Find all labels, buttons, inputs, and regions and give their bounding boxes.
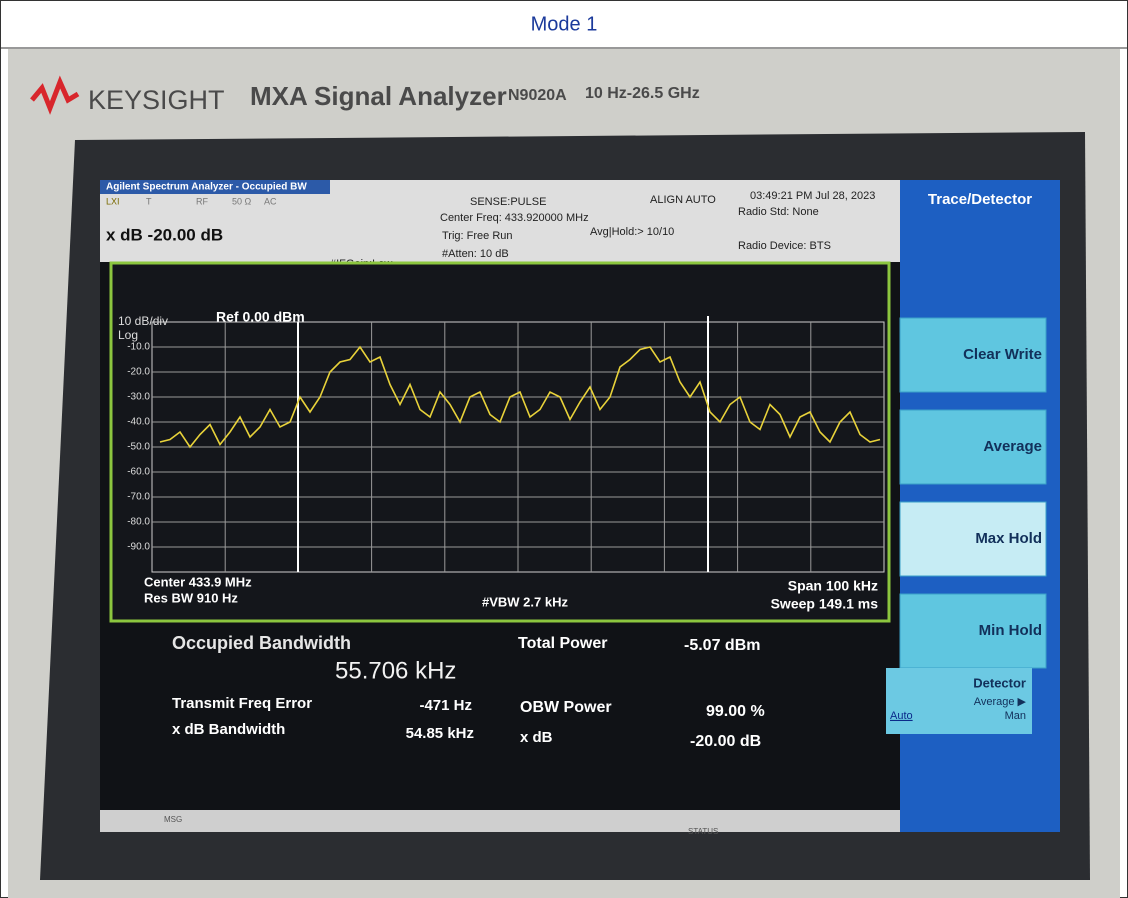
- detector-auto[interactable]: Auto: [890, 710, 913, 722]
- freq-error: -471 Hz: [419, 697, 472, 714]
- y-tick-label: -70.0: [127, 492, 150, 503]
- softkey-label[interactable]: Average: [983, 438, 1042, 455]
- y-tick-label: -30.0: [127, 392, 150, 403]
- freq-error-label: Transmit Freq Error: [172, 695, 312, 712]
- xdb-label: x dB: [520, 729, 553, 746]
- y-tick-label: -80.0: [127, 517, 150, 528]
- center-freq: Center Freq: 433.920000 MHz: [440, 212, 589, 224]
- message-bar: [100, 810, 900, 832]
- scale: 10 dB/div: [118, 314, 168, 328]
- page: Mode 1 KEYSIGHT MXA Signal Analyzer N902…: [0, 0, 1128, 898]
- span: Span 100 kHz: [788, 578, 878, 594]
- softkey-label[interactable]: Min Hold: [979, 622, 1042, 639]
- xdb-bw-label: x dB Bandwidth: [172, 721, 285, 738]
- model: MXA Signal Analyzer: [250, 81, 507, 111]
- softkey-title: Trace/Detector: [928, 191, 1032, 208]
- photo: KEYSIGHT MXA Signal Analyzer N9020A 10 H…: [8, 49, 1120, 898]
- model-number: N9020A: [508, 87, 567, 104]
- res-bw: Res BW 910 Hz: [144, 590, 238, 605]
- x-db: x dB -20.00 dB: [106, 225, 223, 244]
- atten: #Atten: 10 dB: [442, 248, 509, 260]
- obw-label: Occupied Bandwidth: [172, 633, 351, 653]
- sweep: Sweep 149.1 ms: [771, 596, 879, 612]
- y-tick-label: -90.0: [127, 542, 150, 553]
- indicator: RF: [196, 196, 208, 206]
- xdb-bw: 54.85 kHz: [406, 725, 474, 742]
- y-tick-label: -50.0: [127, 442, 150, 453]
- total-power: -5.07 dBm: [684, 637, 760, 654]
- vbw: #VBW 2.7 kHz: [482, 594, 568, 609]
- y-tick-label: -10.0: [127, 342, 150, 353]
- softkey-label[interactable]: Max Hold: [975, 530, 1042, 547]
- header-title: Mode 1: [531, 13, 598, 35]
- softkey-label[interactable]: Clear Write: [963, 346, 1042, 363]
- xdb: -20.00 dB: [690, 733, 761, 750]
- msg: MSG: [164, 815, 182, 824]
- total-power-label: Total Power: [518, 635, 608, 652]
- obw-value: 55.706 kHz: [335, 657, 456, 684]
- datetime: 03:49:21 PM Jul 28, 2023: [750, 190, 875, 202]
- brand: KEYSIGHT: [88, 85, 225, 115]
- radio-std: Radio Std: None: [738, 206, 819, 218]
- avg-hold: Avg|Hold:> 10/10: [590, 226, 674, 238]
- indicator: 50 Ω: [232, 196, 252, 206]
- indicator: AC: [264, 196, 277, 206]
- detector-label[interactable]: Detector: [973, 675, 1026, 690]
- sense: SENSE:PULSE: [470, 196, 546, 208]
- freq-range: 10 Hz-26.5 GHz: [585, 85, 700, 102]
- obw-power: 99.00 %: [706, 703, 765, 720]
- detector-man[interactable]: Man: [1005, 710, 1026, 722]
- y-tick-label: -20.0: [127, 367, 150, 378]
- detector-value[interactable]: Average ▶: [974, 696, 1027, 708]
- trig: Trig: Free Run: [442, 230, 513, 242]
- align: ALIGN AUTO: [650, 194, 716, 206]
- obw-power-label: OBW Power: [520, 699, 612, 716]
- indicator: T: [146, 196, 152, 206]
- window-title: Agilent Spectrum Analyzer - Occupied BW: [106, 182, 307, 193]
- center: Center 433.9 MHz: [144, 574, 252, 589]
- status: STATUS: [688, 827, 718, 836]
- y-tick-label: -40.0: [127, 417, 150, 428]
- indicator: LXI: [106, 196, 120, 206]
- y-tick-label: -60.0: [127, 467, 150, 478]
- radio-device: Radio Device: BTS: [738, 240, 831, 252]
- log: Log: [118, 328, 138, 342]
